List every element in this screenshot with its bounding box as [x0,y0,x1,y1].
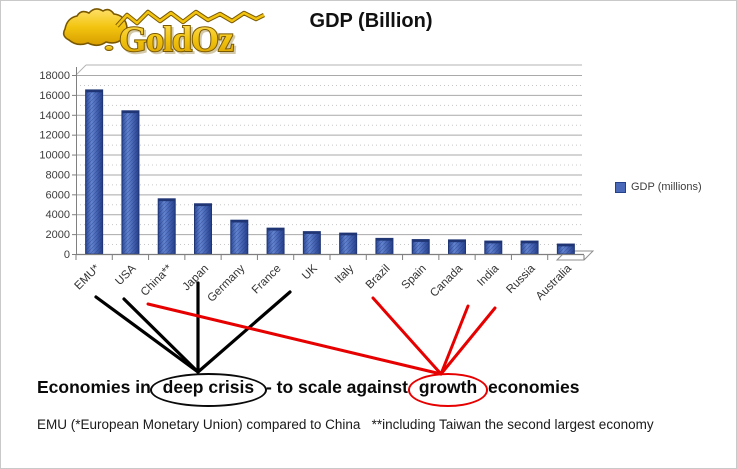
x-axis-label-China**: China** [139,262,175,298]
footnote-text: EMU (*European Monetary Union) compared … [37,417,654,432]
x-axis-label-Italy: Italy [333,262,357,286]
x-axis-label-EMU*: EMU* [73,262,103,292]
x-axis-label-USA: USA [113,262,138,287]
gold-ridge-icon [115,9,266,28]
bar-texture [121,110,139,254]
growth-line-Russia [439,306,497,376]
y-axis-label: 10000 [39,150,70,162]
growth-line-India [439,304,470,376]
x-axis-label-Canada: Canada [428,262,465,299]
y-axis-label: 2000 [46,229,70,241]
bar-texture [267,228,285,254]
x-axis-label-Brazil: Brazil [364,263,393,292]
x-axis-label-UK: UK [300,262,320,282]
y-axis-label: 14000 [39,110,70,122]
bar-texture [412,239,430,254]
headline-part1: Economies in [37,377,156,397]
headline-part3: economies [483,377,580,397]
x-axis-label-Spain: Spain [400,263,429,292]
y-axis-label: 18000 [39,70,70,82]
bar-texture [375,238,393,254]
legend-label: GDP (millions) [631,181,702,193]
x-axis-label-Russia: Russia [504,262,538,296]
y-axis-label: 0 [64,249,70,261]
headline-text: Economies in deep crisis - to scale agai… [37,373,727,407]
crisis-line-USA [122,297,200,374]
growth-circle: growth [407,373,489,407]
bar-texture [557,244,575,254]
legend-swatch-icon [615,181,626,193]
x-axis-label-France: France [250,263,284,297]
growth-line-Brazil [371,296,443,376]
bar-texture [448,239,466,254]
growth-line-China** [146,302,443,376]
chart-legend: GDP (millions) [615,181,702,193]
bar-texture [339,233,357,254]
australia-map-icon [62,8,128,51]
bar-texture [303,231,321,254]
headline-part2: - to scale against [261,377,413,397]
x-axis-label-Germany: Germany [205,262,247,304]
x-axis-label-India: India [475,262,502,289]
backwall-corner-edge [75,64,87,76]
x-axis-label-Australia: Australia [534,262,575,303]
bar-texture [85,89,103,255]
bar-texture [230,220,248,254]
bar-texture [521,241,539,254]
deep-crisis-circle: deep crisis [149,373,268,407]
y-axis-label: 8000 [46,169,70,181]
chart-title: GDP (Billion) [309,10,433,32]
y-axis-label: 6000 [46,189,70,201]
y-axis-label: 16000 [39,90,70,102]
goldoz-logo: GoldOz [62,8,266,58]
bar-texture [158,198,176,254]
crisis-line-EMU* [94,295,200,374]
bar-texture [484,241,502,254]
logo-text: GoldOz [119,19,234,58]
x-axis-label-Japan: Japan [180,263,211,294]
bar-texture [194,203,212,254]
crisis-line-UK [196,290,292,374]
y-axis-label: 12000 [39,130,70,142]
y-axis-label: 4000 [46,209,70,221]
